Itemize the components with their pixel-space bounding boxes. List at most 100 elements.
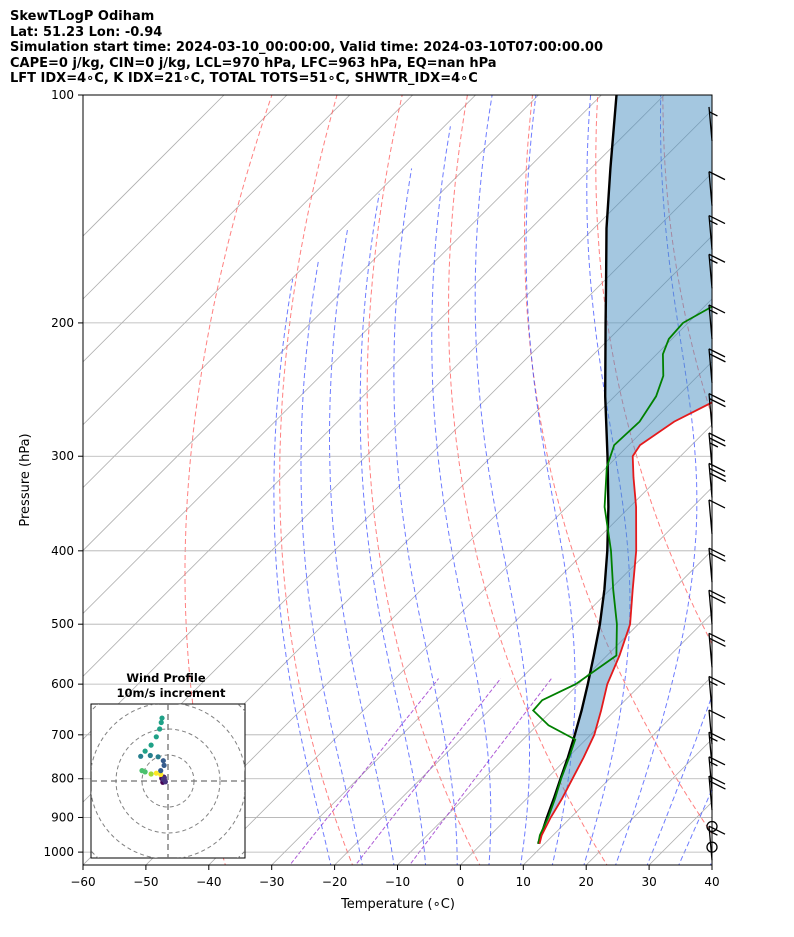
wind-barb-flag <box>709 309 718 315</box>
wind-barb-flag <box>709 258 718 264</box>
hodograph-point <box>153 770 159 776</box>
hodograph-rings <box>91 704 245 858</box>
x-tick-label: −60 <box>70 875 95 889</box>
hodograph-title: Wind Profile <box>126 671 206 685</box>
hodograph-point <box>158 768 164 774</box>
wind-barb <box>708 348 726 383</box>
mixing-ratio-line <box>354 678 501 865</box>
wind-barb-staff <box>708 499 713 535</box>
wind-barb-staff <box>708 710 713 745</box>
moist-adiabat-line <box>525 95 576 865</box>
isotherm-line <box>83 95 539 552</box>
isotherm-line <box>83 95 225 237</box>
wind-barb-flag <box>708 709 726 719</box>
hodograph-point <box>160 758 166 764</box>
moist-adiabat-line <box>393 168 458 865</box>
wind-barb-flag <box>709 111 718 117</box>
isotherm-line <box>523 675 712 865</box>
x-tick-label: −30 <box>259 875 284 889</box>
calm-wind-circle <box>706 820 718 833</box>
wind-barb <box>708 171 726 206</box>
y-tick-label: 400 <box>51 544 74 558</box>
isotherm-line <box>83 95 351 363</box>
x-axis: −60 −50 −40 −30 −20 −10 0 10 20 30 40 <box>70 865 720 889</box>
wind-barb-flag <box>709 594 726 604</box>
wind-barb <box>708 675 726 711</box>
y-tick-label: 200 <box>51 316 74 330</box>
wind-barb <box>708 589 726 625</box>
wind-barb-flag <box>709 219 718 226</box>
y-tick-label: 800 <box>51 772 74 786</box>
dry-adiabat-line <box>727 78 794 868</box>
wind-barb-flag <box>709 780 726 790</box>
isotherm-line <box>334 487 712 865</box>
hodograph-point <box>153 734 159 740</box>
temperature-profile-line <box>538 401 712 845</box>
time-line: Simulation start time: 2024-03-10_00:00:… <box>10 40 603 56</box>
wind-barb-flag <box>708 632 726 642</box>
moist-adiabat-line <box>300 259 363 865</box>
hodograph-inset: Wind Profile 10m/s increment <box>90 671 246 859</box>
wind-barb-flag <box>708 499 726 509</box>
y-tick-label: 1000 <box>43 845 74 859</box>
wind-barb-flag <box>708 393 726 403</box>
wind-barb-flag <box>709 467 726 477</box>
isotherm-line <box>83 109 712 740</box>
y-tick-label: 600 <box>51 677 74 691</box>
wind-barb-flag <box>709 437 726 447</box>
moist-adiabat-line <box>740 95 794 868</box>
isotherm-line <box>83 95 476 489</box>
isotherm-line <box>145 298 712 865</box>
cape-fill-area <box>538 95 712 844</box>
chart-header: SkewTLogP Odiham Lat: 51.23 Lon: -0.94 S… <box>10 9 603 87</box>
x-axis-title: Temperature (∘C) <box>340 897 455 912</box>
x-tick-label: 40 <box>704 875 719 889</box>
moist-adiabat-line <box>431 126 492 865</box>
hodograph-point <box>147 752 153 759</box>
wind-barb-flag <box>708 253 726 263</box>
wind-barb-flag <box>709 398 726 408</box>
wind-barb-flag <box>709 637 726 647</box>
hodograph-point <box>161 775 167 781</box>
wind-barb <box>708 106 718 142</box>
moist-adiabat-line <box>359 193 427 865</box>
isotherm-line <box>208 361 712 865</box>
wind-barb-flag <box>708 214 726 225</box>
hodograph-point <box>159 715 165 721</box>
dry-adiabat-line <box>448 95 608 865</box>
moist-adiabat-line <box>772 95 794 868</box>
x-tick-label: −20 <box>322 875 347 889</box>
moist-adiabat-line <box>646 694 712 865</box>
wind-barb <box>708 709 726 745</box>
x-tick-label: 30 <box>641 875 656 889</box>
hodograph-point <box>158 771 164 778</box>
wind-barb <box>708 499 726 535</box>
dry-adiabat-line <box>184 95 273 865</box>
x-tick-label: −40 <box>196 875 221 889</box>
calm-wind-circle <box>706 841 718 853</box>
x-tick-label: 0 <box>457 875 465 889</box>
dry-adiabat-line <box>279 95 354 865</box>
wind-barb-flag <box>709 552 726 562</box>
wind-barb <box>708 304 726 340</box>
hodograph-subtitle: 10m/s increment <box>117 686 226 700</box>
wind-barb <box>708 214 726 250</box>
hodograph-point <box>157 726 163 732</box>
wind-barb-column <box>706 106 727 861</box>
y-tick-label: 300 <box>51 449 74 463</box>
hodograph-point <box>148 771 154 777</box>
mixing-ratio-lines <box>289 678 552 865</box>
hodograph-point <box>158 719 164 726</box>
moist-adiabat-line <box>709 860 712 865</box>
hodograph-point <box>139 768 145 774</box>
location-line: Lat: 51.23 Lon: -0.94 <box>10 24 163 40</box>
y-tick-label: 900 <box>51 810 74 824</box>
dry-adiabat-line <box>366 95 481 865</box>
wind-barb-flag <box>708 775 726 785</box>
wind-barb <box>708 393 726 428</box>
wind-barb <box>708 432 726 468</box>
moist-adiabat-line <box>329 228 395 865</box>
wind-barb-flag <box>709 680 718 687</box>
wind-barb-staff <box>708 171 713 206</box>
